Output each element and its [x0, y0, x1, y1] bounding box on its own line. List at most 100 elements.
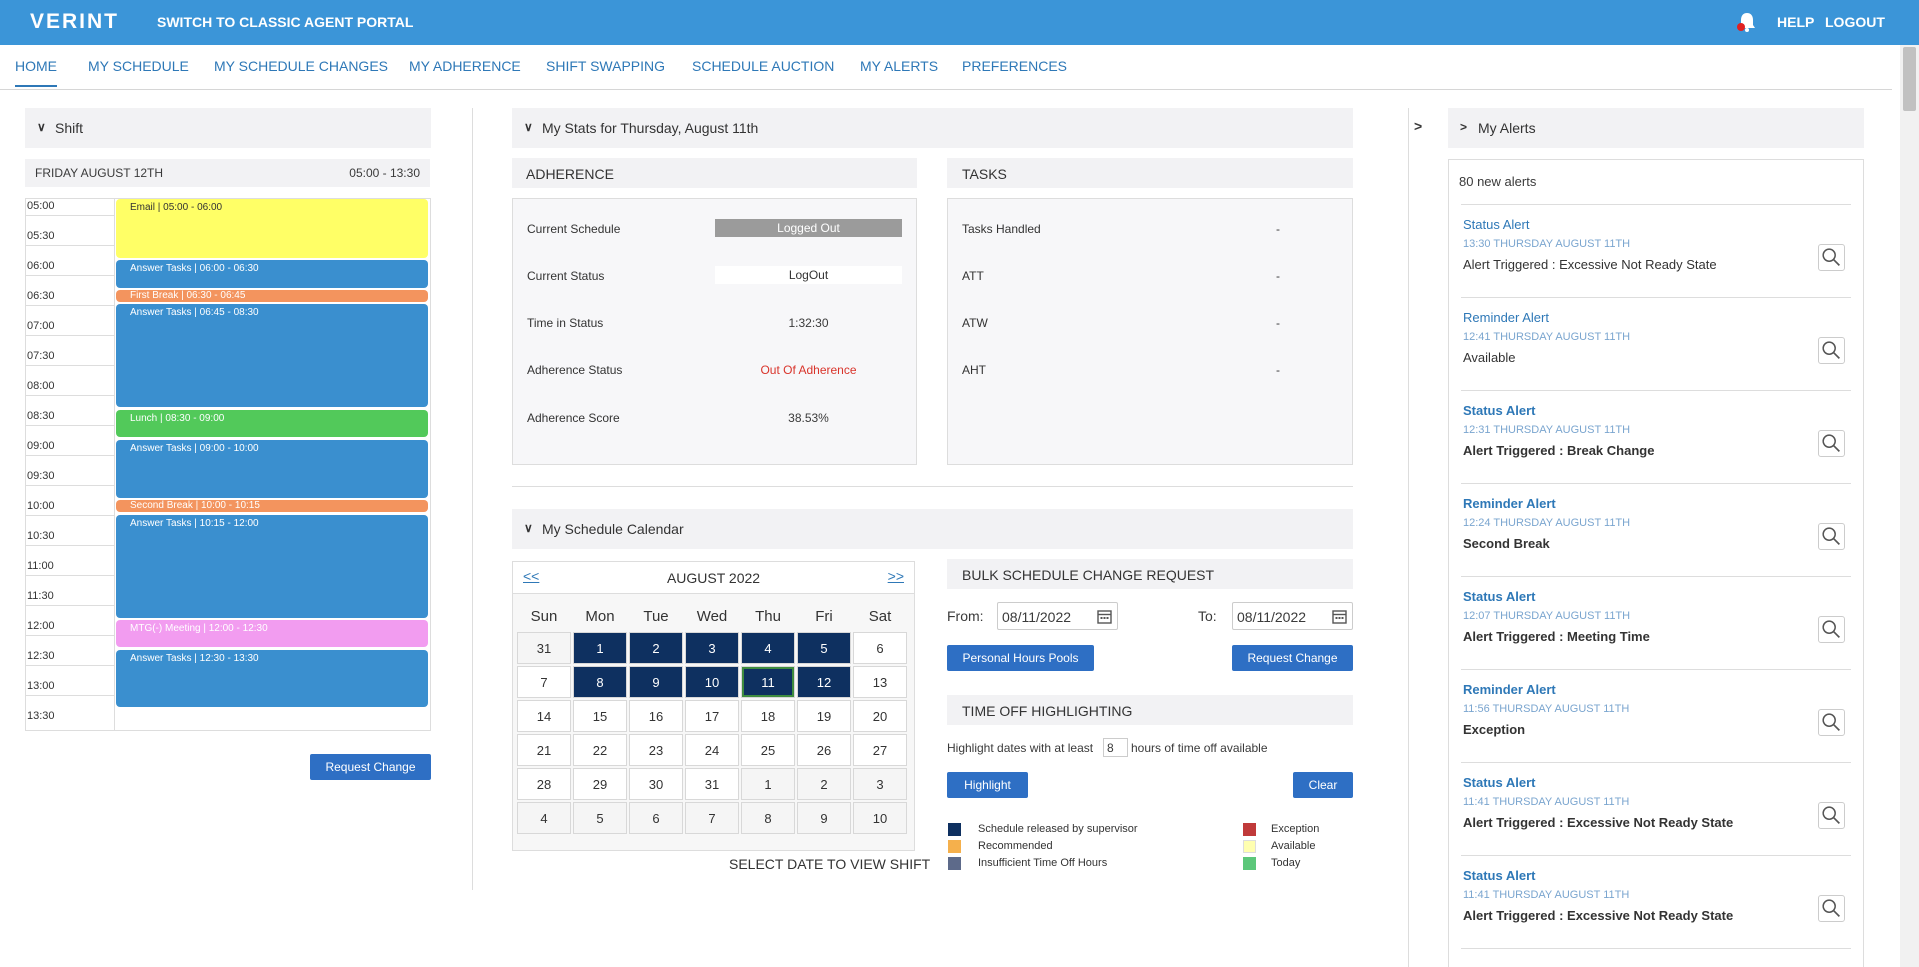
calendar-day[interactable]: 28 — [517, 768, 571, 800]
calendar-day[interactable]: 3 — [853, 768, 907, 800]
search-icon[interactable] — [1818, 337, 1845, 364]
switch-classic-link[interactable]: SWITCH TO CLASSIC AGENT PORTAL — [157, 14, 414, 30]
calendar-day[interactable]: 13 — [853, 666, 907, 698]
calendar-day[interactable]: 2 — [797, 768, 851, 800]
highlight-button[interactable]: Highlight — [947, 772, 1028, 798]
calendar-day[interactable]: 7 — [685, 802, 739, 834]
clear-button[interactable]: Clear — [1293, 772, 1353, 798]
shift-event-answer-tasks[interactable]: Answer Tasks | 06:00 - 06:30 — [116, 260, 428, 288]
calendar-day[interactable]: 19 — [797, 700, 851, 732]
calendar-day[interactable]: 5 — [573, 802, 627, 834]
alert-item[interactable]: Reminder Alert 12:24 THURSDAY AUGUST 11T… — [1463, 496, 1853, 551]
search-icon[interactable] — [1818, 244, 1845, 271]
calendar-day[interactable]: 9 — [797, 802, 851, 834]
page-scrollbar[interactable] — [1900, 45, 1919, 967]
calendar-day[interactable]: 4 — [517, 802, 571, 834]
calendar-day[interactable]: 22 — [573, 734, 627, 766]
alert-item[interactable]: Reminder Alert 11:56 THURSDAY AUGUST 11T… — [1463, 682, 1853, 737]
shift-event-first-break[interactable]: First Break | 06:30 - 06:45 — [116, 290, 428, 302]
shift-event-answer-tasks[interactable]: Answer Tasks | 12:30 - 13:30 — [116, 650, 428, 707]
calendar-day[interactable]: 3 — [685, 632, 739, 664]
calendar-day[interactable]: 31 — [685, 768, 739, 800]
alert-item[interactable]: Status Alert 12:07 THURSDAY AUGUST 11TH … — [1463, 589, 1853, 644]
alerts-toggle-button[interactable]: > — [1414, 118, 1423, 134]
nav-shift-swapping[interactable]: SHIFT SWAPPING — [546, 58, 666, 74]
calendar-day[interactable]: 10 — [685, 666, 739, 698]
shift-event-second-break[interactable]: Second Break | 10:00 - 10:15 — [116, 500, 428, 512]
calendar-day[interactable]: 6 — [853, 632, 907, 664]
timeoff-text-before: Highlight dates with at least — [947, 741, 1094, 755]
search-icon[interactable] — [1818, 709, 1845, 736]
timeoff-hours-input[interactable]: 8 — [1103, 738, 1128, 757]
calendar-day[interactable]: 21 — [517, 734, 571, 766]
shift-header[interactable]: ∨ Shift — [25, 108, 431, 148]
calendar-day[interactable]: 2 — [629, 632, 683, 664]
alert-item[interactable]: Status Alert 11:41 THURSDAY AUGUST 11TH … — [1463, 868, 1853, 923]
alert-item[interactable]: Status Alert 13:30 THURSDAY AUGUST 11TH … — [1463, 217, 1853, 272]
logout-link[interactable]: LOGOUT — [1825, 14, 1885, 30]
search-icon[interactable] — [1818, 430, 1845, 457]
stats-header[interactable]: ∨ My Stats for Thursday, August 11th — [512, 108, 1353, 148]
prev-month-button[interactable]: << — [523, 568, 540, 584]
bulk-request-change-button[interactable]: Request Change — [1232, 645, 1353, 671]
calendar-day[interactable]: 16 — [629, 700, 683, 732]
calendar-day[interactable]: 18 — [741, 700, 795, 732]
nav-my-adherence[interactable]: MY ADHERENCE — [409, 58, 521, 74]
shift-event-email[interactable]: Email | 05:00 - 06:00 — [116, 199, 428, 258]
calendar-day[interactable]: 6 — [629, 802, 683, 834]
search-icon[interactable] — [1818, 523, 1845, 550]
personal-hours-pools-button[interactable]: Personal Hours Pools — [947, 645, 1094, 671]
nav-my-schedule[interactable]: MY SCHEDULE — [88, 58, 189, 74]
shift-event-answer-tasks[interactable]: Answer Tasks | 10:15 - 12:00 — [116, 515, 428, 618]
calendar-day[interactable]: 24 — [685, 734, 739, 766]
calendar-day[interactable]: 17 — [685, 700, 739, 732]
nav-schedule-auction[interactable]: SCHEDULE AUCTION — [692, 58, 835, 74]
shift-event-answer-tasks[interactable]: Answer Tasks | 09:00 - 10:00 — [116, 440, 428, 498]
calendar-icon[interactable] — [1332, 609, 1347, 624]
calendar-icon[interactable] — [1097, 609, 1112, 624]
nav-my-alerts[interactable]: MY ALERTS — [860, 58, 939, 74]
alert-item[interactable]: Reminder Alert 12:41 THURSDAY AUGUST 11T… — [1463, 310, 1853, 365]
calendar-day[interactable]: 8 — [741, 802, 795, 834]
calendar-day[interactable]: 12 — [797, 666, 851, 698]
calendar-day[interactable]: 7 — [517, 666, 571, 698]
shift-event-answer-tasks[interactable]: Answer Tasks | 06:45 - 08:30 — [116, 304, 428, 407]
calendar-day[interactable]: 26 — [797, 734, 851, 766]
calendar-day[interactable]: 4 — [741, 632, 795, 664]
calendar-day[interactable]: 5 — [797, 632, 851, 664]
calendar-day[interactable]: 31 — [517, 632, 571, 664]
shift-event-lunch[interactable]: Lunch | 08:30 - 09:00 — [116, 410, 428, 437]
search-icon[interactable] — [1818, 802, 1845, 829]
alert-item[interactable]: Status Alert 12:31 THURSDAY AUGUST 11TH … — [1463, 403, 1853, 458]
shift-request-change-button[interactable]: Request Change — [310, 754, 431, 780]
calendar-day[interactable]: 30 — [629, 768, 683, 800]
to-date-input[interactable]: 08/11/2022 — [1232, 602, 1353, 630]
next-month-button[interactable]: >> — [887, 568, 904, 584]
calendar-day[interactable]: 20 — [853, 700, 907, 732]
calendar-day[interactable]: 11 — [741, 666, 795, 698]
help-link[interactable]: HELP — [1777, 14, 1815, 30]
search-icon[interactable] — [1818, 895, 1845, 922]
calendar-day[interactable]: 25 — [741, 734, 795, 766]
alerts-header[interactable]: > My Alerts — [1448, 108, 1864, 148]
nav-my-schedule-changes[interactable]: MY SCHEDULE CHANGES — [214, 58, 389, 74]
nav-home[interactable]: HOME — [15, 58, 57, 87]
from-date-input[interactable]: 08/11/2022 — [997, 602, 1118, 630]
alert-item[interactable]: Status Alert 11:41 THURSDAY AUGUST 11TH … — [1463, 775, 1853, 830]
calendar-day[interactable]: 14 — [517, 700, 571, 732]
nav-preferences[interactable]: PREFERENCES — [962, 58, 1068, 74]
calendar-day[interactable]: 1 — [741, 768, 795, 800]
bell-icon[interactable] — [1737, 11, 1757, 33]
search-icon[interactable] — [1818, 616, 1845, 643]
calendar-day[interactable]: 1 — [573, 632, 627, 664]
calendar-day[interactable]: 9 — [629, 666, 683, 698]
calendar-day[interactable]: 29 — [573, 768, 627, 800]
scrollbar-thumb[interactable] — [1903, 47, 1916, 111]
calendar-day[interactable]: 27 — [853, 734, 907, 766]
calendar-header[interactable]: ∨ My Schedule Calendar — [512, 509, 1353, 549]
calendar-day[interactable]: 23 — [629, 734, 683, 766]
shift-event-meeting[interactable]: MTG(-) Meeting | 12:00 - 12:30 — [116, 620, 428, 647]
calendar-day[interactable]: 8 — [573, 666, 627, 698]
calendar-day[interactable]: 10 — [853, 802, 907, 834]
calendar-day[interactable]: 15 — [573, 700, 627, 732]
